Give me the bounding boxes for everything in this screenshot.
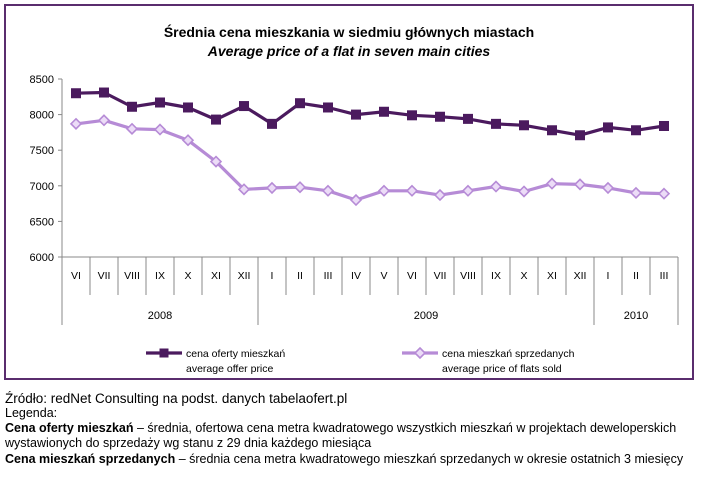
- month-label: V: [380, 270, 387, 282]
- price-chart: Średnia cena mieszkania w siedmiu główny…: [30, 23, 679, 375]
- definition-sold-text: – średnia cena metra kwadratowego mieszk…: [175, 452, 684, 466]
- series-line-2: [75, 118, 665, 202]
- data-point-offer: [99, 87, 109, 98]
- y-tick-label: 8000: [30, 110, 54, 122]
- month-label: VIII: [124, 270, 140, 282]
- data-point-offer: [183, 102, 193, 113]
- data-point-sold: [97, 114, 111, 127]
- data-point-offer: [603, 122, 613, 133]
- data-point-sold: [293, 181, 307, 194]
- month-label: IX: [491, 270, 501, 282]
- data-point-offer: [155, 97, 165, 108]
- month-label: IV: [351, 270, 361, 282]
- data-point-sold: [461, 184, 475, 197]
- data-point-sold: [489, 180, 503, 193]
- definition-offer-price: Cena oferty mieszkań – średnia, ofertowa…: [5, 421, 697, 451]
- legend-label: cena oferty mieszkań: [186, 348, 285, 360]
- year-label: 2009: [414, 310, 438, 322]
- source-note: Źródło: redNet Consulting na podst. dany…: [5, 391, 348, 406]
- y-tick-label: 7000: [30, 181, 54, 193]
- data-point-offer: [267, 118, 277, 129]
- chart-title: Średnia cena mieszkania w siedmiu główny…: [164, 23, 534, 40]
- month-label: VII: [98, 270, 111, 282]
- data-point-offer: [295, 98, 305, 109]
- data-point-sold: [629, 186, 643, 200]
- data-point-sold: [657, 187, 671, 200]
- data-point-sold: [125, 122, 139, 135]
- y-tick-label: 6000: [30, 252, 54, 264]
- data-point-sold: [69, 117, 83, 130]
- data-point-offer: [211, 114, 221, 125]
- month-label: III: [660, 270, 669, 282]
- legend-label: cena mieszkań sprzedanych: [442, 348, 575, 360]
- month-label: XII: [574, 270, 587, 282]
- legend-label-en: average offer price: [186, 363, 274, 375]
- month-label: VIII: [460, 270, 476, 282]
- data-point-offer: [239, 101, 249, 112]
- month-label: XI: [211, 270, 221, 282]
- data-point-sold: [517, 185, 531, 198]
- data-point-sold: [265, 181, 279, 195]
- data-point-sold: [377, 184, 391, 197]
- chart-subtitle: Average price of a flat in seven main ci…: [207, 43, 491, 59]
- data-point-sold: [545, 177, 559, 190]
- month-label: VII: [434, 270, 447, 282]
- data-point-offer: [463, 113, 473, 124]
- y-tick-label: 6500: [30, 216, 54, 228]
- month-label: X: [184, 270, 191, 282]
- data-point-offer: [575, 130, 585, 141]
- month-label: VI: [407, 270, 417, 282]
- data-point-offer: [491, 118, 501, 129]
- month-label: VI: [71, 270, 81, 282]
- data-point-sold: [433, 188, 447, 202]
- definition-offer-text: – średnia, ofertowa cena metra kwadratow…: [5, 421, 677, 450]
- month-label: II: [633, 270, 639, 282]
- data-point-offer: [379, 106, 389, 117]
- month-label: III: [324, 270, 333, 282]
- data-point-offer: [71, 88, 81, 99]
- data-point-sold: [405, 184, 419, 197]
- data-point-sold: [209, 155, 223, 168]
- data-point-sold: [181, 134, 195, 147]
- data-point-offer: [659, 120, 669, 131]
- chart-frame: Średnia cena mieszkania w siedmiu główny…: [4, 4, 694, 380]
- y-tick-label: 7500: [30, 145, 54, 157]
- series-line-1: [75, 90, 665, 137]
- y-tick-label: 8500: [30, 74, 54, 86]
- month-label: XII: [238, 270, 251, 282]
- data-point-sold: [237, 183, 251, 196]
- data-point-sold: [349, 193, 363, 207]
- data-point-offer: [435, 111, 445, 122]
- data-point-offer: [323, 102, 333, 113]
- month-label: XI: [547, 270, 557, 282]
- definition-offer-term: Cena oferty mieszkań: [5, 421, 134, 435]
- data-point-sold: [153, 123, 167, 136]
- legend-label-en: average price of flats sold: [442, 363, 562, 375]
- year-label: 2008: [148, 310, 172, 322]
- data-point-sold: [573, 178, 587, 191]
- data-point-offer: [519, 120, 529, 131]
- month-label: I: [607, 270, 610, 282]
- definition-sold-price: Cena mieszkań sprzedanych – średnia cena…: [5, 452, 697, 467]
- month-label: X: [520, 270, 527, 282]
- data-point-offer: [631, 125, 641, 136]
- legend-marker-sold: [413, 346, 427, 360]
- month-label: IX: [155, 270, 165, 282]
- data-point-sold: [601, 181, 615, 195]
- data-point-offer: [407, 110, 417, 121]
- month-label: II: [297, 270, 303, 282]
- data-point-offer: [351, 109, 361, 120]
- definition-sold-term: Cena mieszkań sprzedanych: [5, 452, 176, 466]
- legend-heading: Legenda:: [5, 406, 58, 420]
- legend-marker-offer: [159, 348, 169, 358]
- month-label: I: [271, 270, 274, 282]
- data-point-offer: [127, 101, 137, 112]
- data-point-sold: [321, 184, 335, 197]
- year-label: 2010: [624, 310, 648, 322]
- data-point-offer: [547, 125, 557, 136]
